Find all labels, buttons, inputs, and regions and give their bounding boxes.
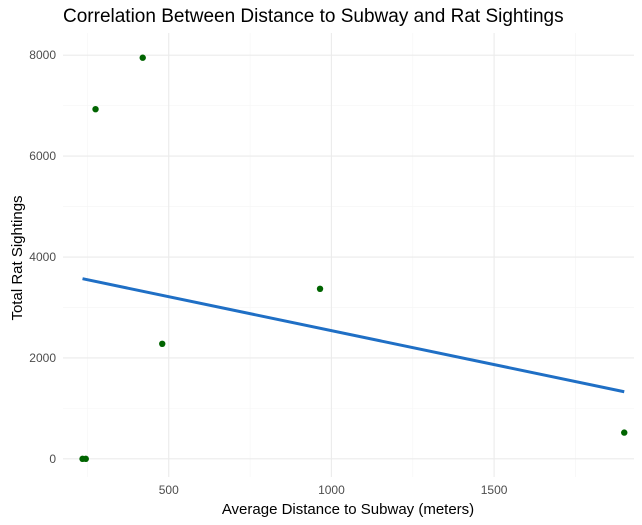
chart-title: Correlation Between Distance to Subway a… <box>63 6 564 27</box>
y-tick-label: 6000 <box>29 149 56 163</box>
data-point <box>621 429 628 436</box>
data-point <box>82 455 89 463</box>
x-tick-label: 500 <box>159 483 179 497</box>
y-tick-label: 8000 <box>29 48 56 62</box>
trend-line <box>82 277 625 394</box>
data-point <box>316 285 324 293</box>
y-tick-label: 0 <box>49 452 56 466</box>
data-point <box>159 340 166 347</box>
x-tick-label: 1500 <box>481 483 508 497</box>
x-axis-ticks: 500 1000 1500 <box>159 483 508 497</box>
y-tick-label: 4000 <box>29 250 56 264</box>
major-gridlines <box>63 33 634 477</box>
minor-gridlines <box>63 33 634 477</box>
y-axis-ticks: 0 2000 4000 6000 8000 <box>29 48 56 466</box>
data-point <box>139 54 146 61</box>
y-tick-label: 2000 <box>29 351 56 365</box>
x-axis-label: Average Distance to Subway (meters) <box>222 501 474 518</box>
y-axis-label: Total Rat Sightings <box>9 195 26 320</box>
trend-line-layer <box>82 277 625 394</box>
data-points <box>79 54 628 463</box>
x-tick-label: 1000 <box>318 483 345 497</box>
data-point <box>92 105 99 113</box>
